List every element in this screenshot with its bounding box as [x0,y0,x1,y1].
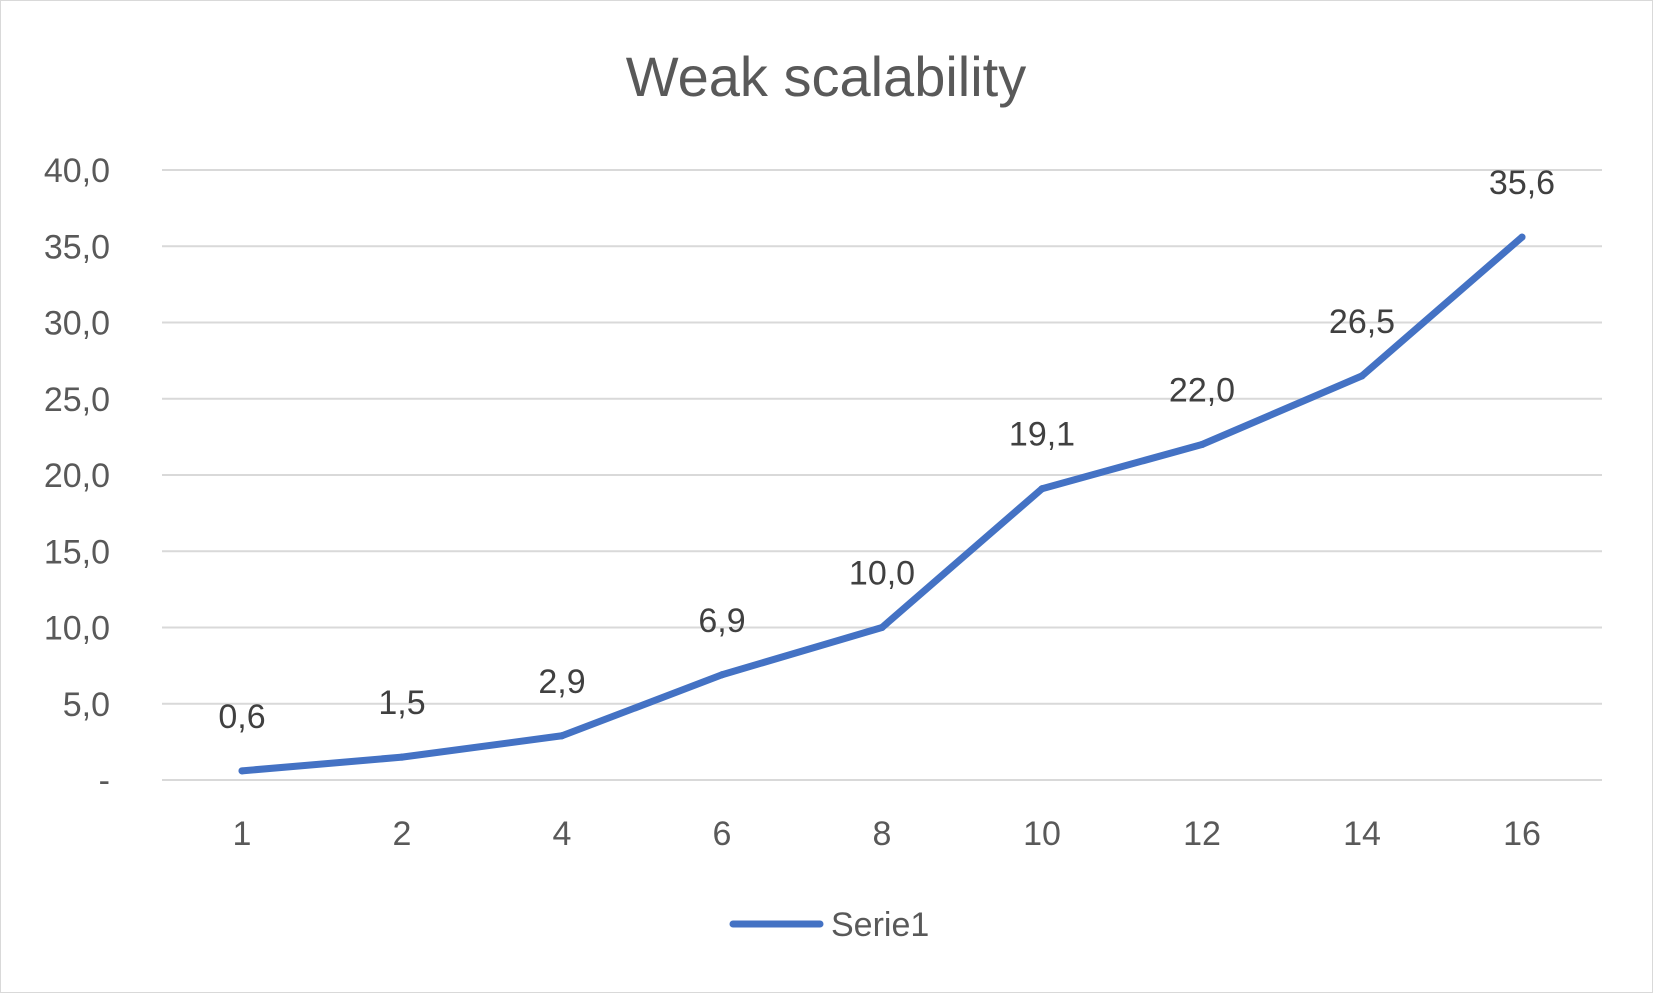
y-axis-ticks: - 5,0 10,0 15,0 20,0 25,0 30,0 35,0 40,0 [44,152,110,800]
legend-label: Serie1 [831,906,929,944]
series-line-segment [558,671,726,740]
data-labels: 0,6 1,5 2,9 6,9 10,0 19,1 22,0 26,5 35,6 [218,164,1555,736]
x-tick-label: 14 [1343,815,1381,853]
x-axis-ticks: 1 2 4 6 8 10 12 14 16 [233,815,1541,853]
y-tick-label: 35,0 [44,228,110,266]
series-line-segment [878,485,1046,631]
y-tick-label: 30,0 [44,305,110,343]
data-point [238,767,246,775]
data-point [1358,372,1366,380]
data-label: 0,6 [218,698,265,736]
x-tick-label: 2 [393,815,412,853]
data-point [1038,485,1046,493]
y-tick-label: 40,0 [44,152,110,190]
chart-title: Weak scalability [626,45,1026,108]
series-layer [238,233,1526,775]
y-tick-label: - [99,762,110,800]
gridlines [162,169,1602,781]
legend: Serie1 [729,906,929,944]
x-tick-label: 8 [873,815,892,853]
x-tick-label: 10 [1023,815,1061,853]
series-line-segment [1038,441,1206,493]
data-label: 26,5 [1329,303,1395,341]
data-label: 35,6 [1489,164,1555,202]
series-line-segment [1198,372,1366,448]
y-tick-label: 20,0 [44,457,110,495]
data-label: 19,1 [1009,416,1075,454]
y-tick-label: 15,0 [44,533,110,571]
x-tick-label: 6 [713,815,732,853]
data-label: 22,0 [1169,372,1235,410]
series-line-segment [238,753,406,775]
series-line-segment [718,624,886,679]
data-point [558,732,566,740]
data-point [718,671,726,679]
x-tick-label: 16 [1503,815,1541,853]
data-point [1198,441,1206,448]
x-tick-label: 4 [553,815,572,853]
data-label: 1,5 [378,684,425,722]
y-tick-label: 5,0 [63,686,110,724]
data-label: 2,9 [538,663,585,701]
series-line-segment [1358,233,1526,380]
series-line-segment [398,732,566,761]
data-label: 6,9 [698,602,745,640]
x-tick-label: 1 [233,815,252,853]
data-point [398,753,406,761]
x-tick-label: 12 [1183,815,1221,853]
data-point [878,624,886,631]
data-label: 10,0 [849,555,915,593]
y-tick-label: 10,0 [44,610,110,648]
data-point [1518,233,1526,241]
y-tick-label: 25,0 [44,381,110,419]
